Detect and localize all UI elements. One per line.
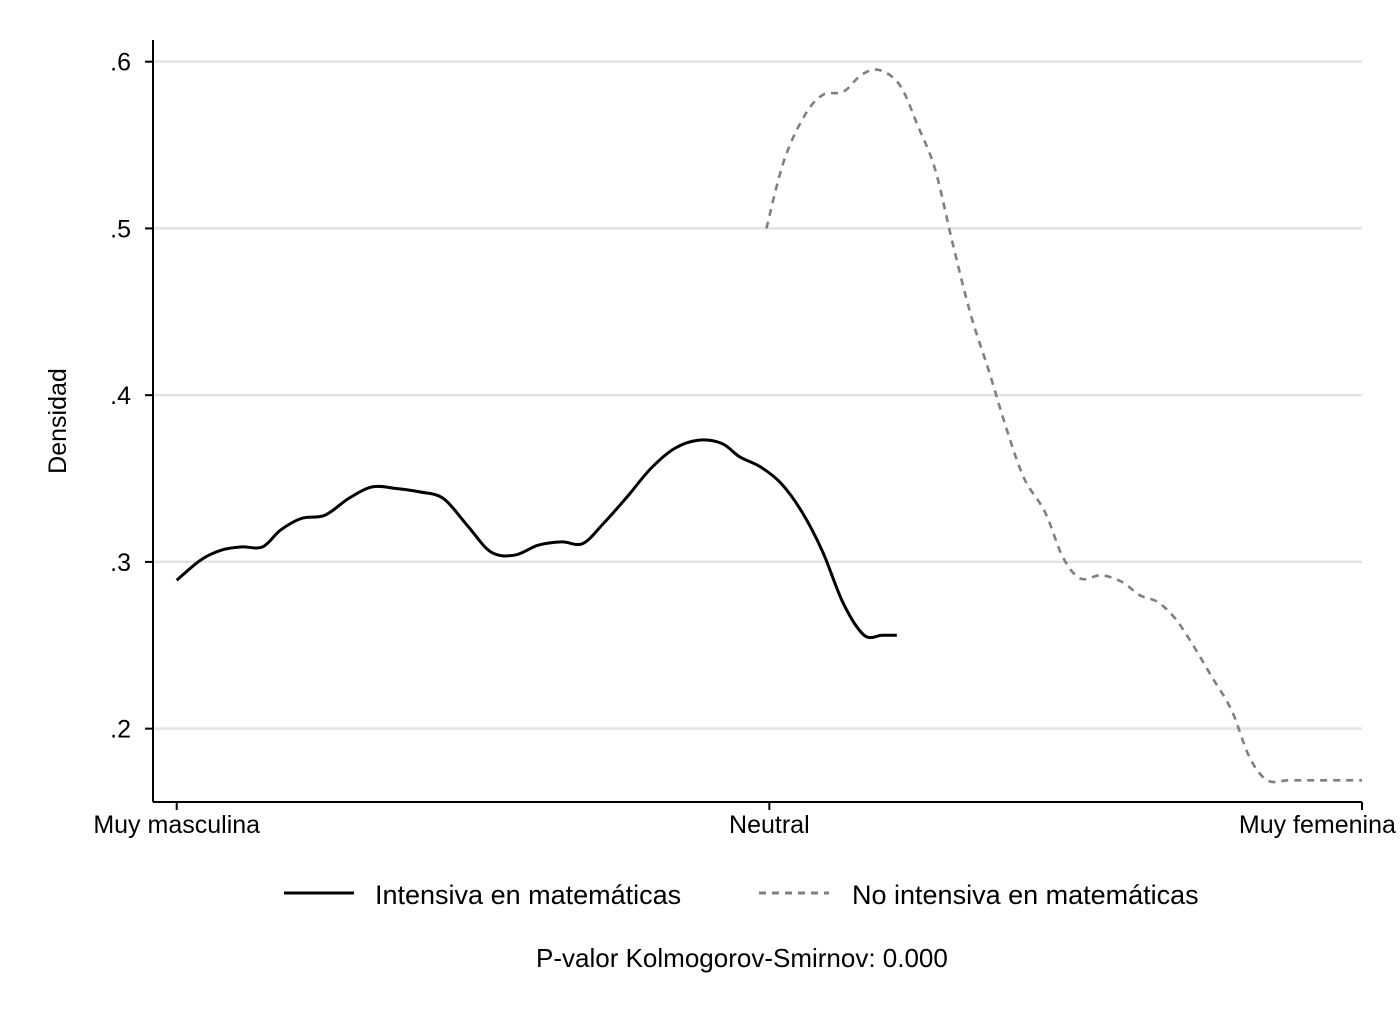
x-tick-label: Muy masculina (93, 811, 260, 839)
y-ticks: .2 .3 .4 .5 .6 (110, 49, 153, 744)
y-tick-label: .6 (110, 49, 131, 77)
legend-label-intensiva: Intensiva en matemáticas (375, 880, 682, 910)
series-lines (175, 68, 1362, 784)
axes (152, 40, 1362, 803)
x-ticks: Muy masculina Neutral Muy femenina (93, 802, 1396, 839)
ks-pvalue-note: P-valor Kolmogorov-Smirnov: 0.000 (536, 943, 948, 973)
x-tick-label: Neutral (729, 811, 810, 839)
y-tick-label: .4 (110, 382, 131, 410)
y-axis-label: Densidad (44, 368, 72, 474)
y-tick-label: .3 (110, 549, 131, 577)
x-tick-label: Muy femenina (1239, 811, 1396, 839)
y-tick-label: .2 (110, 716, 131, 744)
gridlines (153, 60, 1362, 730)
series-line-intensiva (175, 438, 897, 640)
y-tick-label: .5 (110, 215, 131, 243)
legend-label-no-intensiva: No intensiva en matemáticas (852, 880, 1199, 910)
series-line-no-intensiva (765, 68, 1362, 784)
